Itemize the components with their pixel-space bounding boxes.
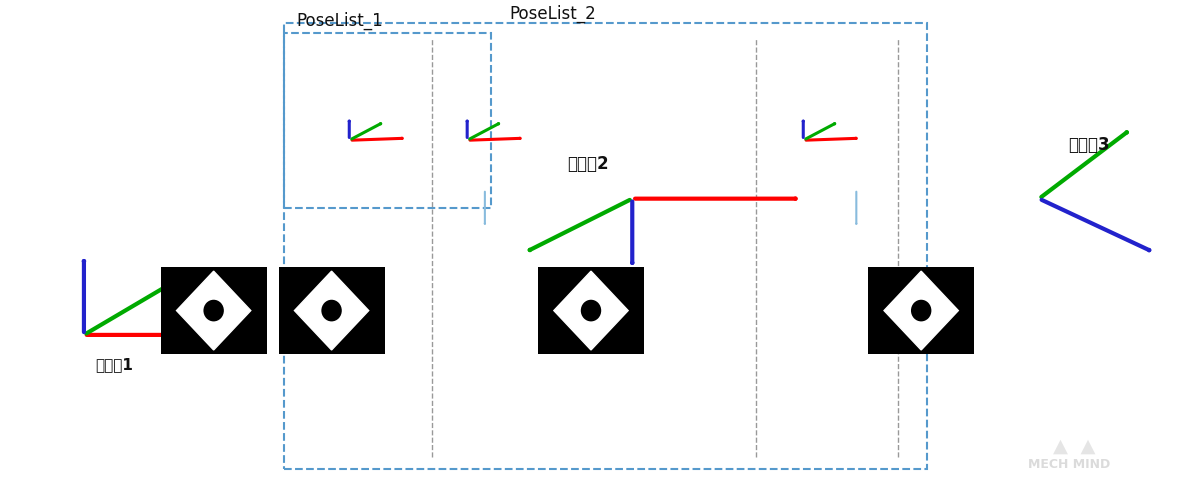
Ellipse shape [322,300,342,321]
Ellipse shape [911,300,931,321]
Text: ▲  ▲: ▲ ▲ [1053,437,1096,456]
Polygon shape [884,271,959,350]
Text: PoseList_2: PoseList_2 [509,4,596,23]
Ellipse shape [203,300,223,321]
Bar [161,267,267,354]
Polygon shape [294,271,369,350]
Ellipse shape [580,300,602,321]
Text: 좌표계3: 좌표계3 [1069,136,1110,154]
Text: MECH MIND: MECH MIND [1027,458,1110,471]
Text: 좌표계1: 좌표계1 [96,357,134,372]
Polygon shape [176,271,251,350]
Text: PoseList_1: PoseList_1 [297,12,383,30]
Text: 좌표계2: 좌표계2 [567,155,609,174]
Polygon shape [554,271,628,350]
Bar [868,267,974,354]
Bar [538,267,644,354]
Bar [279,267,384,354]
